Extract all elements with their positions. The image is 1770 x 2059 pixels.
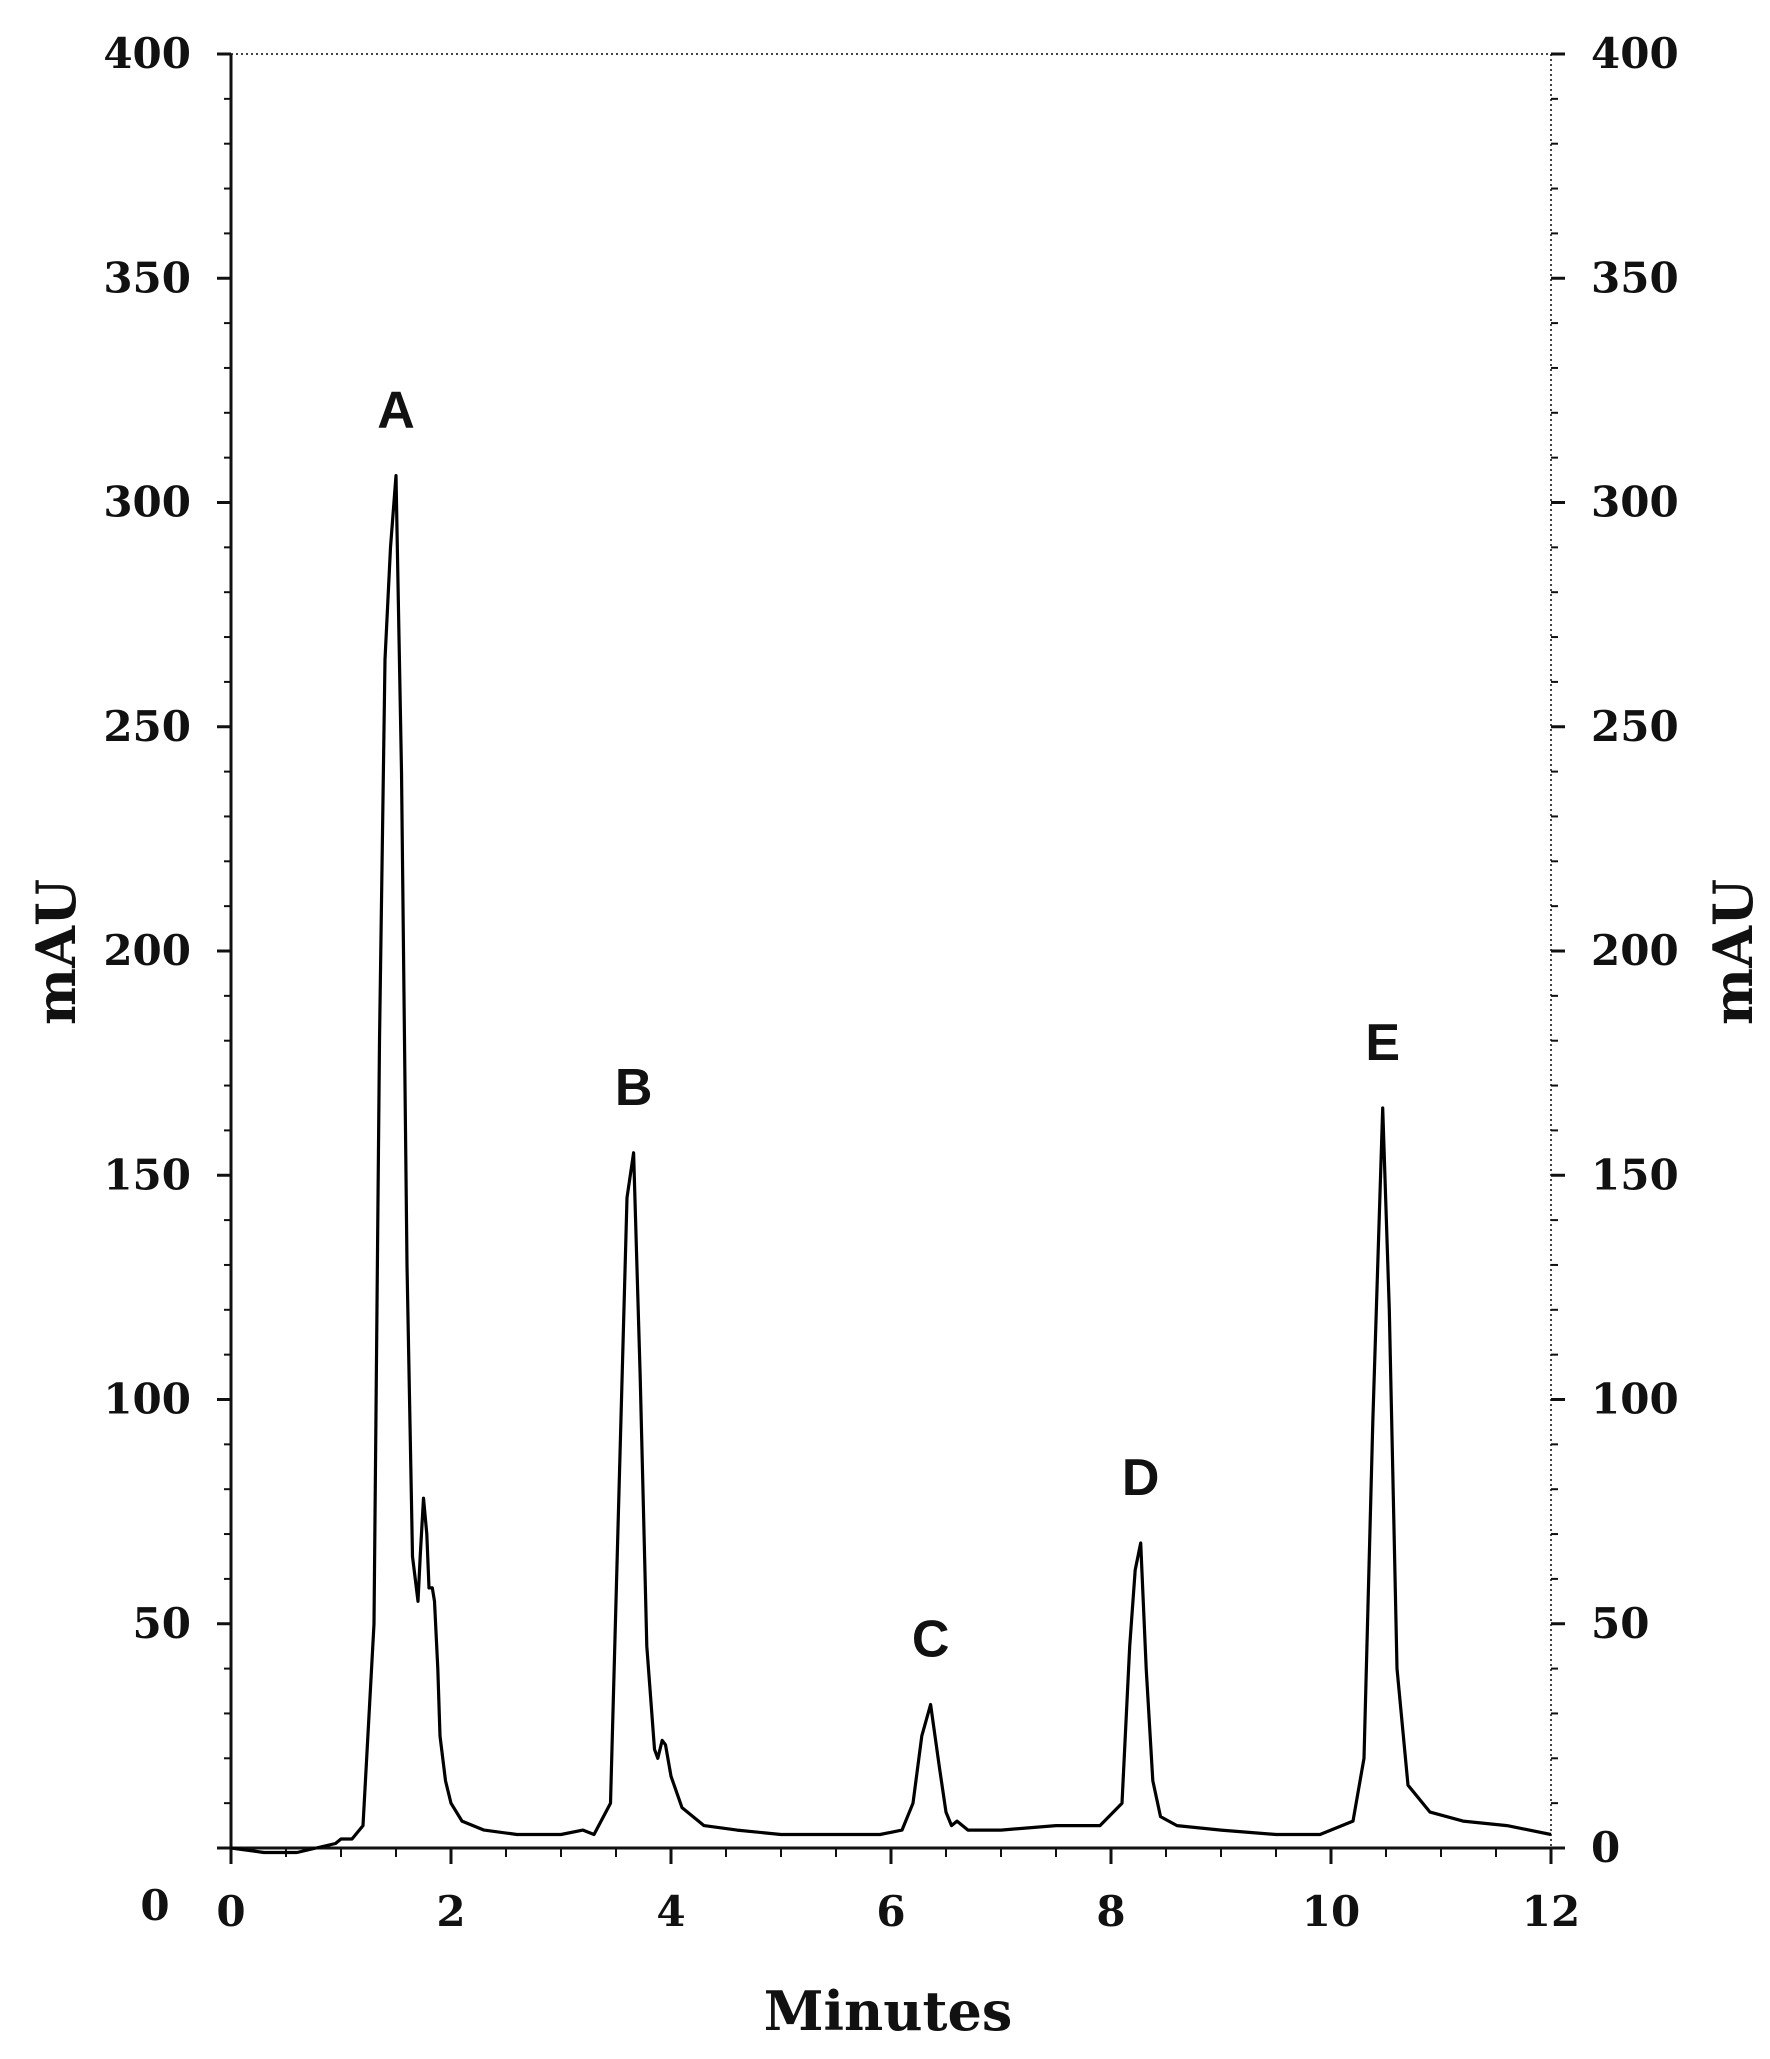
y-tick-label-right: 100: [1591, 1375, 1679, 1424]
peak-label-E: E: [1365, 1014, 1400, 1072]
x-tick-label: 2: [436, 1887, 465, 1936]
y-tick-label-right: 250: [1591, 702, 1679, 751]
y-tick-label-right: 200: [1591, 926, 1679, 975]
y-tick-label-right: 150: [1591, 1150, 1679, 1199]
y-tick-label-left: 200: [103, 926, 191, 975]
y-axis-title-right: mAU: [1701, 879, 1765, 1025]
chromatogram-trace: [230, 474, 1552, 1855]
y-tick-label-left: 150: [103, 1150, 191, 1199]
y-tick-label-right: 0: [1591, 1823, 1620, 1872]
y-tick-label-right: 50: [1591, 1599, 1649, 1648]
peak-labels: A B C D E: [377, 382, 1400, 1669]
x-tick-label: 0: [216, 1887, 245, 1936]
y-tick-label-right: 400: [1591, 29, 1679, 78]
y-tick-label-left: 50: [133, 1599, 191, 1648]
y-tick-label-left: 300: [103, 478, 191, 527]
y-tick-label-right: 350: [1591, 253, 1679, 302]
x-tick-label: 6: [876, 1887, 905, 1936]
y-axis-title-left: mAU: [24, 879, 88, 1025]
peak-label-A: A: [377, 382, 415, 440]
x-tick-label: 8: [1096, 1887, 1125, 1936]
x-tick-label: 4: [656, 1887, 685, 1936]
y-tick-label-left: 350: [103, 253, 191, 302]
y-tick-label-right: 300: [1591, 478, 1679, 527]
x-tick-label: 12: [1522, 1887, 1580, 1936]
axis-ticks: [217, 52, 1565, 1864]
x-axis-title: Minutes: [764, 1979, 1013, 2043]
y-tick-label-left-zero: 0: [140, 1881, 169, 1930]
x-tick-label: 10: [1302, 1887, 1360, 1936]
peak-label-C: C: [912, 1610, 950, 1668]
y-tick-label-left: 400: [103, 29, 191, 78]
peak-label-B: B: [615, 1059, 653, 1117]
peak-label-D: D: [1122, 1449, 1160, 1507]
y-tick-label-left: 250: [103, 702, 191, 751]
y-tick-label-left: 100: [103, 1375, 191, 1424]
